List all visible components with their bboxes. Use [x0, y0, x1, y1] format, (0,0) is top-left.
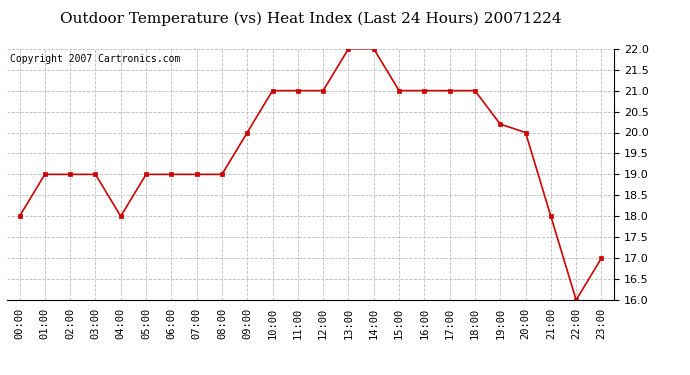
Text: Outdoor Temperature (vs) Heat Index (Last 24 Hours) 20071224: Outdoor Temperature (vs) Heat Index (Las…: [60, 11, 561, 26]
Text: Copyright 2007 Cartronics.com: Copyright 2007 Cartronics.com: [10, 54, 180, 64]
